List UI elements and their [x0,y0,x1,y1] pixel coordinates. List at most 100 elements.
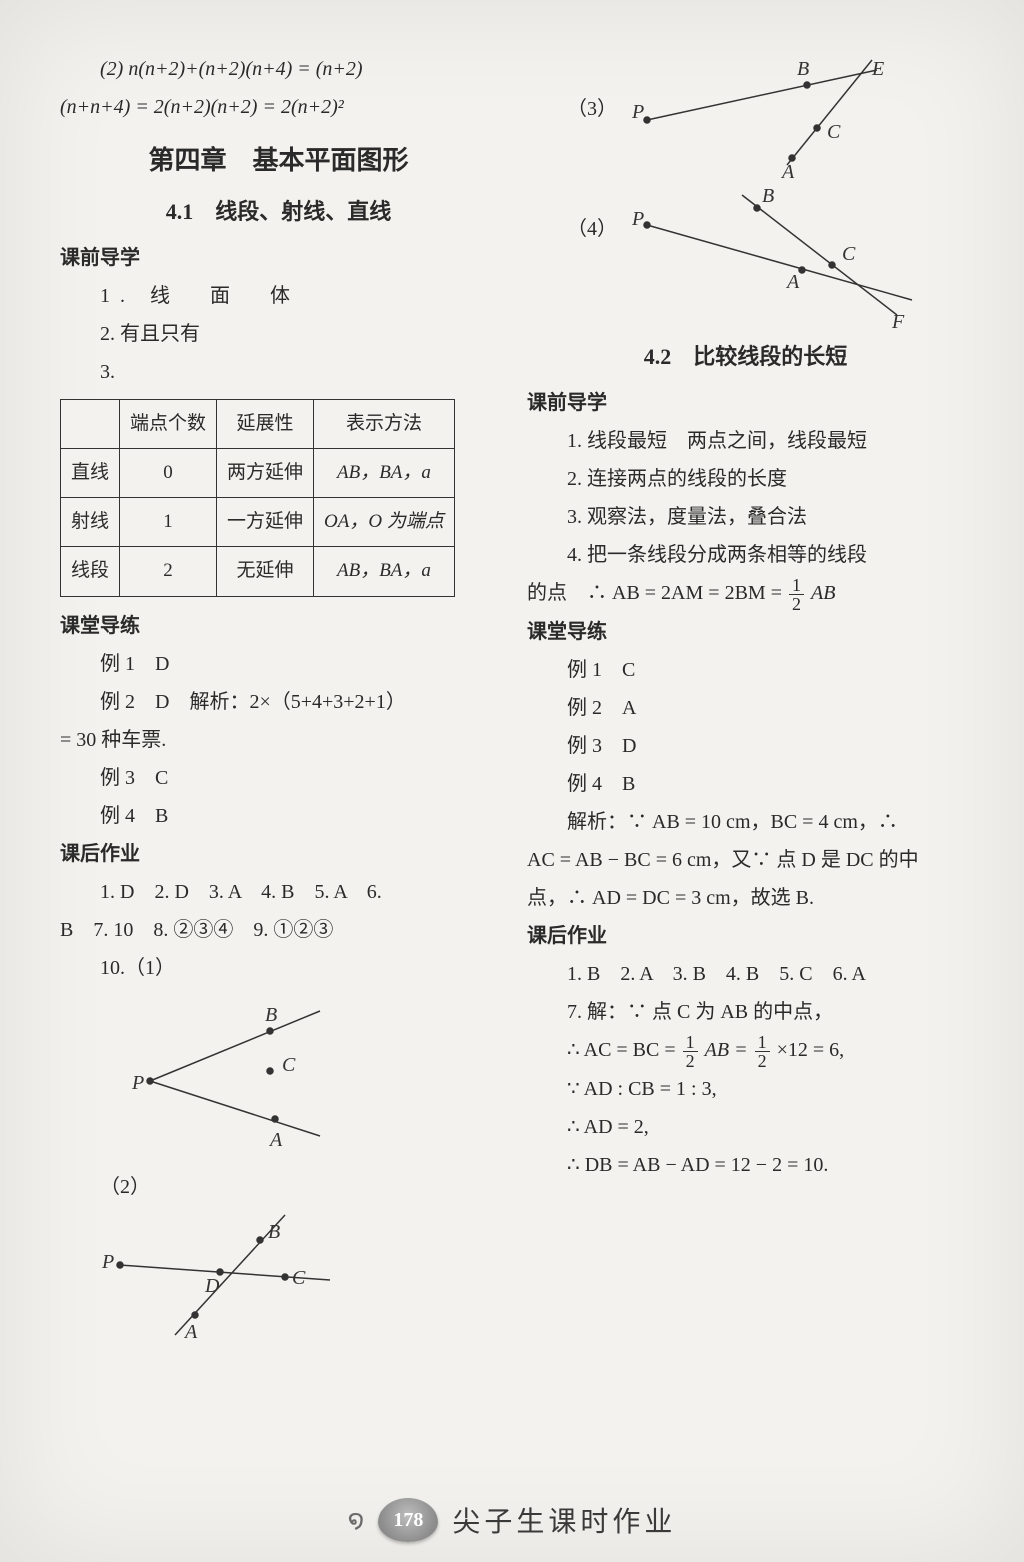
table-cell: AB，BA，a [314,449,455,498]
text: AB = [705,1039,753,1061]
example-3: 例 3 D [527,727,964,765]
figure-4-label: （4） [527,180,617,248]
table-cell: 直线 [61,449,120,498]
text: ×12 = 6, [777,1039,845,1061]
table-header: 延展性 [217,400,314,449]
svg-text:C: C [292,1267,306,1289]
left-column: (2) n(n+2)+(n+2)(n+4) = (n+2) (n+n+4) = … [60,50,497,1367]
swirl-icon: ໑ [348,1505,365,1535]
example-1: 例 1 D [60,645,497,683]
svg-text:B: B [265,1004,277,1026]
preclass-heading: 课前导学 [527,384,964,422]
table-row: 直线 0 两方延伸 AB，BA，a [61,449,455,498]
figure-10-2: P B D C A [60,1210,497,1363]
svg-text:P: P [631,101,644,123]
preclass-heading: 课前导学 [60,239,497,277]
homework-10-2-label: （2） [60,1168,497,1206]
chapter-title: 第四章 基本平面图形 [60,136,497,185]
q7-line-e: ∴ DB = AB − AD = 12 − 2 = 10. [527,1146,964,1184]
table-cell: 0 [120,449,217,498]
right-column: （3） P B E C A [527,50,964,1367]
preclass-item-1: 1. 线段最短 两点之间，线段最短 [527,422,964,460]
denominator: 2 [683,1052,698,1070]
example-3: 例 3 C [60,759,497,797]
denominator: 2 [755,1052,770,1070]
homework-heading: 课后作业 [527,917,964,955]
svg-text:A: A [785,271,800,293]
equation-line-1: (2) n(n+2)+(n+2)(n+4) = (n+2) [60,50,497,88]
fraction: 1 2 [755,1033,770,1070]
svg-text:P: P [131,1072,144,1094]
preclass-item-3: 3. [60,353,497,391]
equation-line-2: (n+n+4) = 2(n+2)(n+2) = 2(n+2)² [60,88,497,126]
preclass-item-4b: 的点 ∴ AB = 2AM = 2BM = 1 2 AB [527,574,964,613]
svg-text:B: B [762,185,774,207]
preclass-item-2: 2. 有且只有 [60,315,497,353]
figure-10-1: P B C A [60,991,497,1164]
page-number-badge: 178 [378,1498,438,1542]
geometry-diagram-icon: P B C A F [617,180,937,330]
svg-text:C: C [282,1054,296,1076]
fraction: 1 2 [683,1033,698,1070]
table-header-row: 端点个数 延展性 表示方法 [61,400,455,449]
svg-text:A: A [268,1129,283,1151]
numerator: 1 [683,1033,698,1052]
text: AB [811,582,835,604]
svg-text:A: A [780,161,795,180]
preclass-item-4: 4. 把一条线段分成两条相等的线段 [527,536,964,574]
footer-content: ໑ 178 尖子生课时作业 [348,1498,677,1542]
analysis-line-3: 点，∴ AD = DC = 3 cm，故选 B. [527,879,964,917]
numerator: 1 [789,576,804,595]
homework-10-1-label: 10.（1） [60,949,497,987]
line-types-table: 端点个数 延展性 表示方法 直线 0 两方延伸 AB，BA，a 射线 1 一方延… [60,399,455,596]
svg-text:B: B [268,1221,280,1243]
preclass-item-2: 2. 连接两点的线段的长度 [527,460,964,498]
footer-title: 尖子生课时作业 [452,1500,676,1540]
table-header: 端点个数 [120,400,217,449]
page: (2) n(n+2)+(n+2)(n+4) = (n+2) (n+n+4) = … [0,0,1024,1562]
svg-text:P: P [631,208,644,230]
example-1: 例 1 C [527,651,964,689]
q7-line-c: ∵ AD : CB = 1 : 3, [527,1070,964,1108]
section-4-1-title: 4.1 线段、射线、直线 [60,191,497,233]
homework-heading: 课后作业 [60,835,497,873]
homework-line-1: 1. B 2. A 3. B 4. B 5. C 6. A [527,955,964,993]
svg-text:F: F [891,311,905,330]
table-cell: 2 [120,547,217,596]
table-header: 表示方法 [314,400,455,449]
table-cell: 射线 [61,498,120,547]
inclass-heading: 课堂导练 [527,613,964,651]
table-row: 射线 1 一方延伸 OA，O 为端点 [61,498,455,547]
example-2b: = 30 种车票. [60,721,497,759]
analysis-line-1: 解析：∵ AB = 10 cm，BC = 4 cm，∴ [527,803,964,841]
preclass-item-1: 1. 线 面 体 [60,277,497,315]
example-4: 例 4 B [60,797,497,835]
denominator: 2 [789,595,804,613]
section-4-2-title: 4.2 比较线段的长短 [527,336,964,378]
geometry-diagram-icon: P B C A [60,991,360,1151]
table-cell: 无延伸 [217,547,314,596]
inclass-heading: 课堂导练 [60,607,497,645]
q7-line-a: 7. 解：∵ 点 C 为 AB 的中点， [527,993,964,1031]
table-cell: 一方延伸 [217,498,314,547]
table-cell: 1 [120,498,217,547]
q7-line-b: ∴ AC = BC = 1 2 AB = 1 2 ×12 = 6, [527,1031,964,1070]
svg-text:C: C [827,121,841,143]
table-header [61,400,120,449]
table-cell: 两方延伸 [217,449,314,498]
homework-line-1: 1. D 2. D 3. A 4. B 5. A 6. [60,873,497,911]
two-column-layout: (2) n(n+2)+(n+2)(n+4) = (n+2) (n+n+4) = … [60,50,964,1367]
geometry-diagram-icon: P B D C A [60,1210,360,1350]
page-footer: ໑ 178 尖子生课时作业 [0,1498,1024,1542]
figure-3-block: （3） P B E C A [527,50,964,180]
svg-text:C: C [842,243,856,265]
figure-4-block: （4） P B C A F [527,180,964,330]
svg-text:D: D [204,1275,220,1297]
svg-text:P: P [101,1251,114,1273]
table-cell: OA，O 为端点 [314,498,455,547]
svg-text:E: E [871,58,884,80]
example-2a: 例 2 D 解析：2×（5+4+3+2+1） [60,683,497,721]
table-cell: AB，BA，a [314,547,455,596]
homework-line-2: B 7. 10 8. ②③④ 9. ①②③ [60,911,497,949]
fraction: 1 2 [789,576,804,613]
